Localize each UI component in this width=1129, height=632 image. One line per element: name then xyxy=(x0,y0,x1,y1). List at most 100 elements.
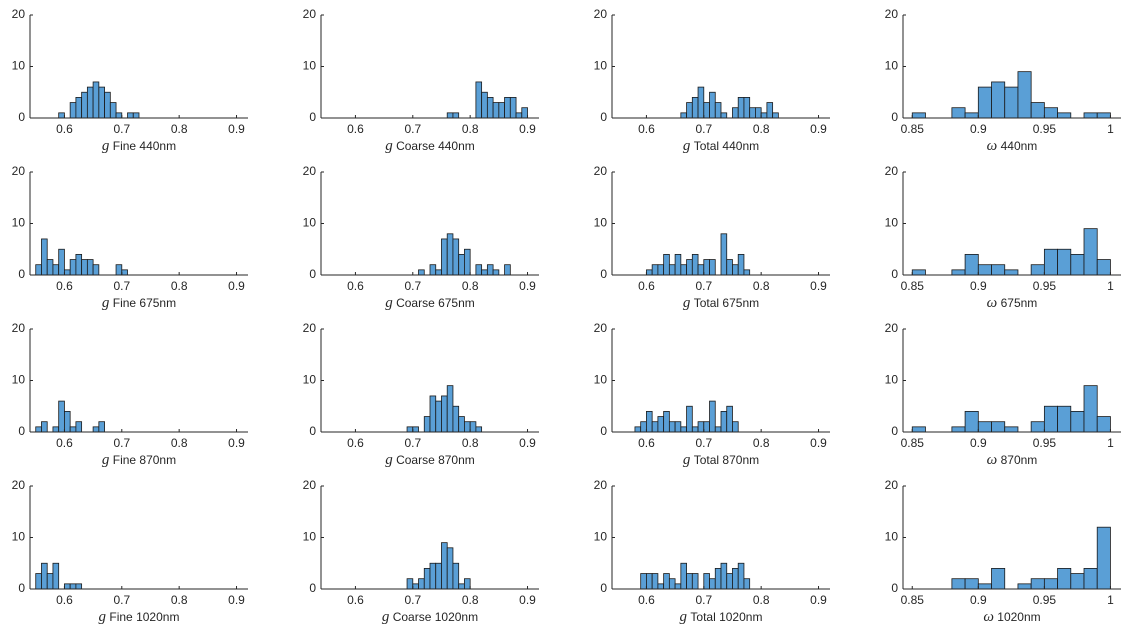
y-tick-label: 10 xyxy=(885,216,899,230)
bar xyxy=(458,583,465,590)
x-label-symbol: g xyxy=(683,138,691,154)
bar xyxy=(691,97,699,119)
bar xyxy=(1070,410,1085,433)
y-tick-label: 10 xyxy=(12,373,26,387)
x-tick-label: 1 xyxy=(1107,436,1114,450)
x-axis-label: g Coarse 870nm xyxy=(385,452,475,468)
bar xyxy=(429,264,437,276)
x-label-symbol: g xyxy=(680,609,688,625)
bar xyxy=(127,112,134,119)
bar xyxy=(766,102,774,119)
bar xyxy=(1043,248,1058,276)
bar xyxy=(75,421,83,433)
x-label-symbol: g xyxy=(385,452,393,468)
bar xyxy=(452,562,460,590)
x-tick-label: 0.9 xyxy=(228,122,245,136)
bar xyxy=(121,269,128,276)
y-tick-label: 20 xyxy=(885,478,899,492)
bar xyxy=(69,259,77,276)
bar xyxy=(521,107,528,119)
bar xyxy=(92,264,100,276)
bar xyxy=(486,97,494,119)
x-tick-label: 0.8 xyxy=(462,122,479,136)
x-label-text: 1020nm xyxy=(997,610,1040,624)
y-tick-label: 10 xyxy=(303,373,317,387)
bar xyxy=(737,253,745,276)
bar xyxy=(726,573,733,590)
x-tick-label: 0.85 xyxy=(901,436,925,450)
x-label-symbol: ω xyxy=(983,609,994,625)
x-tick-label: 0.9 xyxy=(228,436,245,450)
bar xyxy=(498,102,505,119)
bar xyxy=(663,573,670,590)
bar xyxy=(64,410,71,433)
x-axis-label: g Fine 675nm xyxy=(102,295,176,311)
bar xyxy=(663,253,670,276)
bar xyxy=(441,542,448,590)
bar xyxy=(1030,421,1045,433)
bar xyxy=(732,421,739,433)
x-tick-label: 0.9 xyxy=(228,279,245,293)
bar xyxy=(1057,568,1072,590)
bar xyxy=(423,568,431,590)
y-tick-label: 0 xyxy=(600,110,607,124)
bar xyxy=(991,568,1006,590)
bar xyxy=(435,269,442,276)
bar xyxy=(41,562,48,590)
y-tick-label: 0 xyxy=(18,110,25,124)
bar xyxy=(452,238,460,276)
bar xyxy=(732,568,739,590)
x-label-text: Total 440nm xyxy=(694,139,759,153)
bar xyxy=(668,421,676,433)
bar xyxy=(732,107,739,119)
x-axis-label: g Fine 1020nm xyxy=(99,609,180,625)
bar xyxy=(446,547,454,590)
x-label-text: Coarse 675nm xyxy=(396,296,475,310)
x-tick-label: 0.9 xyxy=(970,279,987,293)
x-axis-label: ω 1020nm xyxy=(983,609,1040,625)
bar xyxy=(951,107,966,119)
bar xyxy=(64,269,71,276)
bar xyxy=(977,421,992,433)
y-tick-label: 0 xyxy=(891,110,898,124)
bar xyxy=(464,421,471,433)
bar xyxy=(452,405,460,433)
bar xyxy=(109,102,117,119)
bar xyxy=(58,112,65,119)
bar xyxy=(1096,259,1111,276)
x-tick-label: 0.8 xyxy=(753,436,770,450)
bar xyxy=(977,86,992,119)
bar xyxy=(709,91,716,119)
y-tick-label: 20 xyxy=(885,321,899,335)
x-tick-label: 0.7 xyxy=(695,593,712,607)
bar xyxy=(481,269,488,276)
bar xyxy=(1030,102,1045,119)
bar xyxy=(911,112,926,119)
x-tick-label: 0.85 xyxy=(901,122,925,136)
bar xyxy=(703,421,710,433)
x-tick-label: 0.8 xyxy=(171,593,188,607)
x-tick-label: 0.8 xyxy=(753,122,770,136)
bar xyxy=(964,112,979,119)
bar xyxy=(951,578,966,590)
x-axis-label: g Fine 440nm xyxy=(102,138,176,154)
x-label-text: Fine 1020nm xyxy=(109,610,179,624)
bar xyxy=(1070,573,1085,590)
bar xyxy=(703,102,710,119)
x-tick-label: 0.6 xyxy=(347,279,364,293)
x-tick-label: 0.9 xyxy=(228,593,245,607)
bar xyxy=(412,583,419,590)
x-tick-label: 0.95 xyxy=(1033,436,1057,450)
y-tick-label: 20 xyxy=(594,321,608,335)
bar xyxy=(486,264,494,276)
bar xyxy=(651,573,659,590)
bar xyxy=(720,562,728,590)
y-tick-label: 20 xyxy=(594,164,608,178)
x-label-symbol: g xyxy=(102,452,110,468)
bar xyxy=(1083,228,1098,276)
y-tick-label: 20 xyxy=(12,7,26,21)
y-tick-label: 10 xyxy=(594,530,608,544)
bar xyxy=(58,248,65,276)
y-tick-label: 0 xyxy=(891,581,898,595)
bar xyxy=(755,107,762,119)
